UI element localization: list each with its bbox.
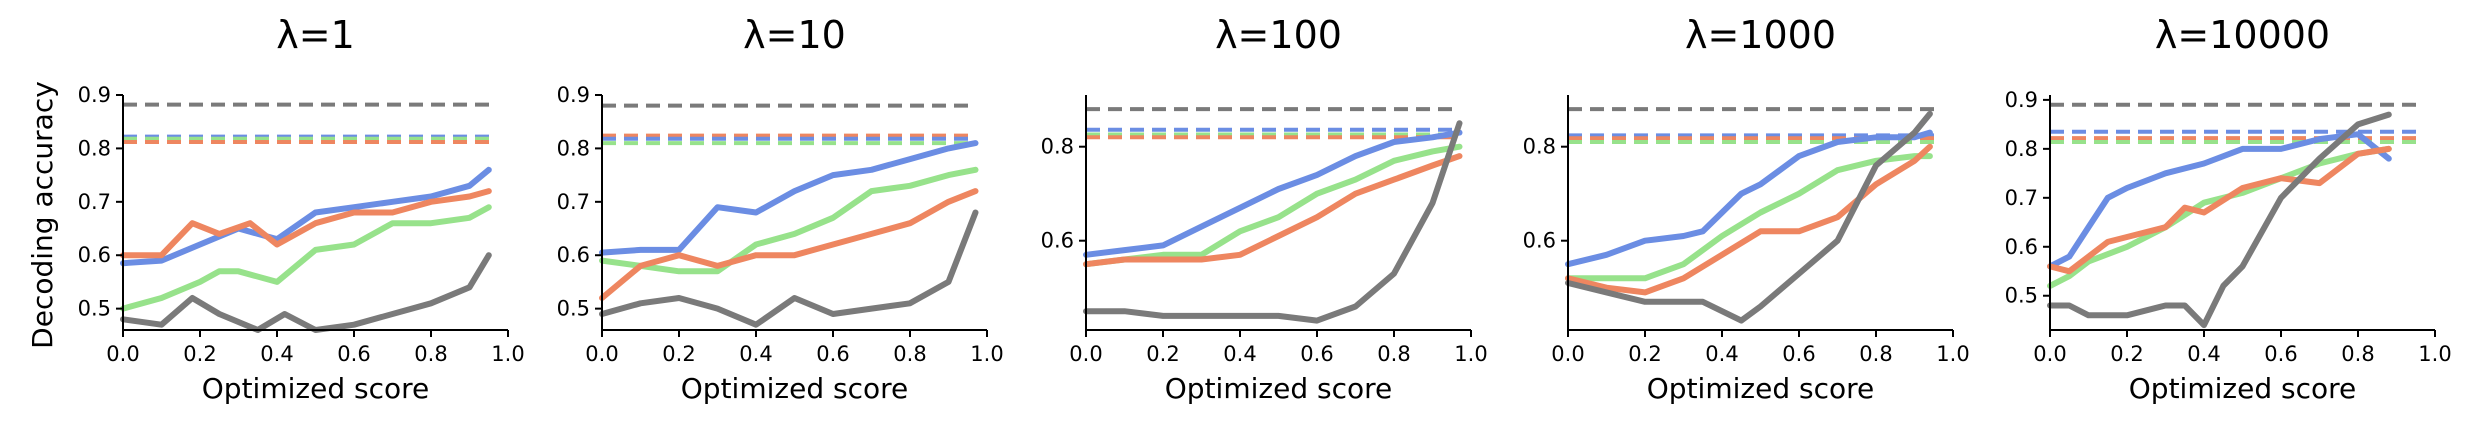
x-tick-label: 0.4 (1223, 342, 1256, 366)
series-line-blue (1565, 129, 1933, 268)
series-line-blue (599, 140, 979, 256)
x-tick-label: 1.0 (491, 342, 524, 366)
y-tick-label: 0.6 (1041, 229, 1074, 253)
y-tick-label: 0.7 (2005, 186, 2038, 210)
y-tick-label: 0.6 (78, 243, 111, 267)
x-tick-label: 0.0 (1069, 342, 1102, 366)
y-tick-label: 0.9 (2005, 88, 2038, 112)
panel-2: λ=10 0.0 0.2 0.4 0.6 0.8 1.0 0.5 0.6 0.7 0.8 0.9 Opt… (557, 13, 1004, 405)
x-tick-label: 0.6 (337, 342, 370, 366)
y-tick-label: 0.8 (78, 136, 111, 160)
series-line-green (599, 166, 979, 275)
series-line-gray (1083, 120, 1463, 324)
y-axis-label: Decoding accuracy (26, 81, 59, 349)
x-tick-label: 0.4 (260, 342, 293, 366)
x-axis-label: Optimized score (1165, 372, 1392, 405)
x-tick-label: 1.0 (970, 342, 1003, 366)
y-tick-label: 0.6 (557, 243, 590, 267)
panel-4: λ=1000 0.0 0.2 0.4 0.6 0.8 1.0 0.6 0.8 Optimized … (1523, 13, 1970, 405)
panel-title: λ=10000 (2155, 13, 2330, 57)
x-tick-label: 1.0 (2418, 342, 2451, 366)
series-line-blue (120, 166, 492, 267)
x-tick-label: 0.4 (2187, 342, 2220, 366)
series-line-orange (599, 188, 979, 301)
x-tick-label: 0.6 (2264, 342, 2297, 366)
panel-title: λ=1 (276, 13, 355, 57)
series-line-green (120, 204, 492, 312)
x-tick-label: 0.2 (183, 342, 216, 366)
series-line-blue (1083, 129, 1463, 258)
x-tick-label: 0.8 (1377, 342, 1410, 366)
y-tick-label: 0.8 (1041, 135, 1074, 159)
y-tick-label: 0.9 (557, 83, 590, 107)
x-tick-label: 1.0 (1454, 342, 1487, 366)
x-tick-label: 0.0 (106, 342, 139, 366)
series-line-green (1083, 143, 1463, 268)
x-tick-label: 1.0 (1936, 342, 1969, 366)
x-tick-label: 0.8 (1859, 342, 1892, 366)
panels: λ=1 0.0 0.2 0.4 0.6 0.8 1.0 0.5 0.6 0.7 0.8 0.9 Opti… (78, 13, 2452, 405)
x-axis-label: Optimized score (1647, 372, 1874, 405)
x-tick-label: 0.0 (1551, 342, 1584, 366)
series-line-gray (1565, 110, 1933, 324)
y-tick-label: 0.7 (557, 190, 590, 214)
series-line-orange (1083, 153, 1463, 268)
series-line-gray (599, 209, 979, 328)
y-tick-label: 0.6 (1523, 229, 1556, 253)
y-tick-label: 0.8 (557, 136, 590, 160)
panel-5: λ=10000 0.0 0.2 0.4 0.6 0.8 1.0 0.5 0.6 0.7 0.8 0.9… (2005, 13, 2452, 405)
y-tick-label: 0.5 (557, 297, 590, 321)
y-tick-label: 0.5 (78, 297, 111, 321)
x-tick-label: 0.2 (1628, 342, 1661, 366)
series-line-gray (120, 252, 492, 333)
y-tick-label: 0.7 (78, 190, 111, 214)
series-line-gray (2047, 111, 2392, 329)
x-tick-label: 0.8 (2341, 342, 2374, 366)
x-tick-label: 0.6 (816, 342, 849, 366)
y-tick-label: 0.8 (2005, 137, 2038, 161)
x-tick-label: 0.6 (1300, 342, 1333, 366)
panel-title: λ=10 (743, 13, 846, 57)
series-line-orange (120, 188, 492, 259)
series-line-green (2047, 145, 2392, 289)
x-tick-label: 0.6 (1782, 342, 1815, 366)
panel-1: λ=1 0.0 0.2 0.4 0.6 0.8 1.0 0.5 0.6 0.7 0.8 0.9 Opti… (78, 13, 525, 405)
x-tick-label: 0.0 (585, 342, 618, 366)
series-line-orange (2047, 145, 2392, 275)
x-tick-label: 0.2 (662, 342, 695, 366)
x-axis-label: Optimized score (681, 372, 908, 405)
x-tick-label: 0.4 (1705, 342, 1738, 366)
y-tick-label: 0.6 (2005, 235, 2038, 259)
series-line-orange (1565, 143, 1933, 296)
y-tick-label: 0.5 (2005, 284, 2038, 308)
x-axis-label: Optimized score (202, 372, 429, 405)
panel-title: λ=100 (1215, 13, 1342, 57)
panel-3: λ=100 0.0 0.2 0.4 0.6 0.8 1.0 0.6 0.8 Optimized s… (1041, 13, 1488, 405)
x-tick-label: 0.0 (2033, 342, 2066, 366)
x-tick-label: 0.4 (739, 342, 772, 366)
x-tick-label: 0.8 (893, 342, 926, 366)
x-tick-label: 0.2 (2110, 342, 2143, 366)
y-tick-label: 0.9 (78, 83, 111, 107)
x-tick-label: 0.2 (1146, 342, 1179, 366)
series-line-green (1565, 153, 1933, 282)
x-axis-label: Optimized score (2129, 372, 2356, 405)
x-tick-label: 0.8 (414, 342, 447, 366)
series-line-blue (2047, 131, 2392, 270)
panel-title: λ=1000 (1685, 13, 1836, 57)
y-tick-label: 0.8 (1523, 135, 1556, 159)
